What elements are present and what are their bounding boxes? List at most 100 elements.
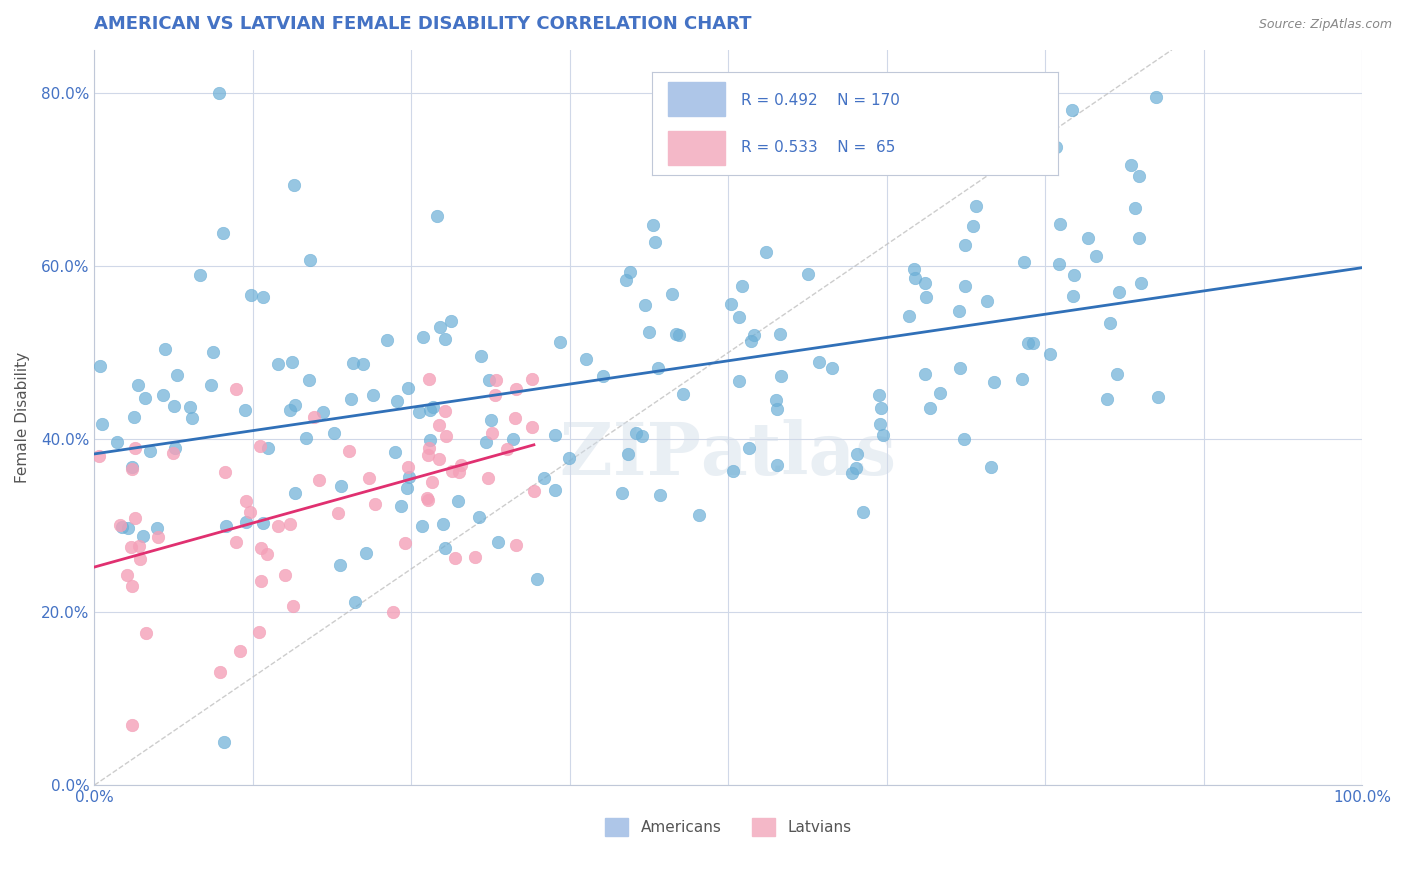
Point: [914, 367, 936, 381]
Point: [146, 530, 169, 544]
Point: [233, 403, 256, 417]
Point: [122, 410, 145, 425]
Point: [852, 504, 875, 518]
Point: [872, 427, 894, 442]
Point: [229, 644, 252, 658]
Point: [225, 535, 247, 549]
Point: [672, 387, 695, 401]
Point: [479, 413, 502, 427]
Point: [903, 262, 925, 277]
Point: [929, 386, 952, 401]
Point: [644, 235, 666, 249]
Point: [91, 417, 114, 432]
Point: [375, 333, 398, 347]
Point: [412, 330, 434, 344]
Point: [496, 442, 519, 456]
Point: [1085, 249, 1108, 263]
Point: [740, 334, 762, 348]
Point: [385, 393, 408, 408]
Point: [396, 460, 419, 475]
Point: [664, 327, 686, 342]
Point: [163, 399, 186, 413]
Point: [1039, 347, 1062, 361]
Point: [953, 433, 976, 447]
Point: [89, 359, 111, 373]
Text: Source: ZipAtlas.com: Source: ZipAtlas.com: [1258, 18, 1392, 31]
Point: [214, 465, 236, 479]
Point: [965, 199, 987, 213]
Point: [328, 507, 350, 521]
Point: [132, 529, 155, 543]
Point: [1099, 316, 1122, 330]
Point: [557, 450, 579, 465]
Point: [976, 293, 998, 308]
Point: [427, 418, 450, 433]
Text: ZIP​atlas: ZIP​atlas: [560, 418, 896, 490]
Point: [121, 460, 143, 475]
Point: [433, 333, 456, 347]
Point: [200, 378, 222, 392]
Point: [215, 519, 238, 533]
Point: [616, 272, 638, 286]
Point: [121, 461, 143, 475]
Point: [502, 432, 524, 446]
Point: [298, 253, 321, 268]
Point: [267, 357, 290, 371]
Point: [1144, 90, 1167, 104]
Point: [283, 178, 305, 192]
Point: [337, 444, 360, 458]
Point: [419, 403, 441, 417]
Point: [765, 392, 787, 407]
Point: [395, 481, 418, 495]
Point: [1047, 257, 1070, 271]
Point: [284, 398, 307, 412]
Point: [434, 429, 457, 443]
Point: [1128, 169, 1150, 183]
Point: [1011, 372, 1033, 386]
Point: [742, 328, 765, 343]
Point: [389, 499, 412, 513]
Y-axis label: Female Disability: Female Disability: [15, 352, 30, 483]
Point: [464, 550, 486, 565]
Point: [124, 510, 146, 524]
Point: [523, 483, 546, 498]
Point: [121, 717, 143, 731]
Point: [526, 572, 548, 586]
Point: [384, 445, 406, 459]
Point: [247, 624, 270, 639]
Point: [352, 357, 374, 371]
Point: [180, 410, 202, 425]
Point: [274, 568, 297, 582]
Point: [163, 441, 186, 455]
Point: [128, 539, 150, 553]
Point: [418, 434, 440, 448]
Point: [280, 403, 302, 417]
Point: [146, 521, 169, 535]
Point: [821, 361, 844, 376]
Point: [139, 443, 162, 458]
Point: [766, 401, 789, 416]
Point: [755, 245, 778, 260]
Text: AMERICAN VS LATVIAN FEMALE DISABILITY CORRELATION CHART: AMERICAN VS LATVIAN FEMALE DISABILITY CO…: [94, 15, 752, 33]
Point: [135, 625, 157, 640]
Point: [426, 209, 449, 223]
Point: [396, 381, 419, 395]
Point: [441, 464, 464, 478]
Point: [344, 595, 367, 609]
Point: [738, 442, 761, 456]
Point: [202, 345, 225, 359]
Point: [108, 517, 131, 532]
Point: [720, 297, 742, 311]
Point: [486, 535, 509, 549]
Point: [477, 471, 499, 485]
Point: [481, 425, 503, 440]
Point: [505, 539, 527, 553]
Point: [688, 508, 710, 522]
Point: [322, 425, 344, 440]
Point: [1146, 390, 1168, 404]
Point: [1049, 217, 1071, 231]
Point: [1045, 140, 1067, 154]
Point: [418, 442, 440, 456]
Point: [948, 303, 970, 318]
Point: [807, 354, 830, 368]
